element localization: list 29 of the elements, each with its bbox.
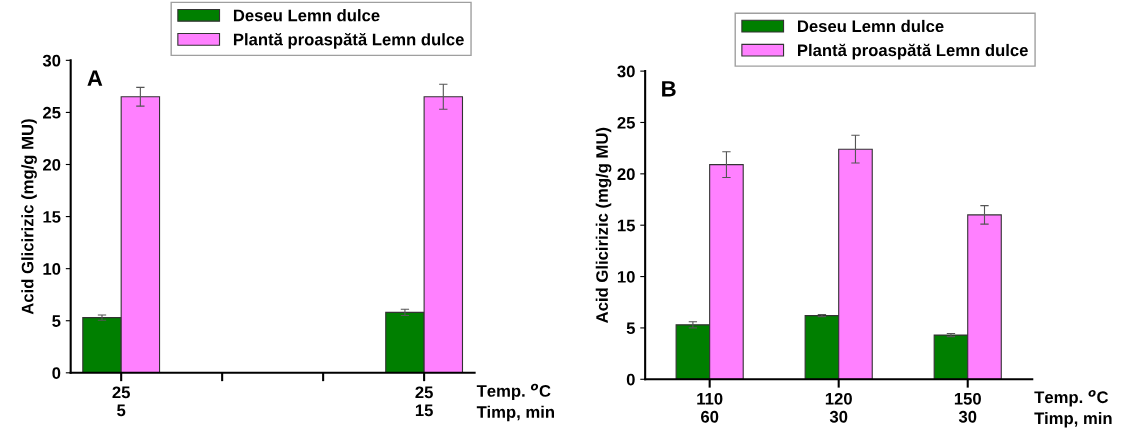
y-tick-label: 15 bbox=[43, 211, 61, 223]
chart-title: B bbox=[662, 81, 676, 97]
y-tick-label: 5 bbox=[52, 315, 61, 327]
legend-label: Deseu Lemn dulce bbox=[798, 19, 944, 33]
y-tick-label: 30 bbox=[617, 65, 635, 78]
y-tick-label: 20 bbox=[43, 158, 61, 171]
y-tick-label: 15 bbox=[617, 219, 635, 232]
legend-label: Plantă proaspătă Lemn dulce bbox=[233, 32, 464, 49]
y-tick-label: 0 bbox=[52, 367, 61, 380]
y-tick-label: 10 bbox=[617, 270, 635, 283]
x-tick-label: 25 5 bbox=[112, 386, 130, 417]
x-tick-label: 150 30 bbox=[954, 392, 981, 423]
x-tick-label: 25 15 bbox=[415, 386, 433, 417]
y-tick-label: 25 bbox=[43, 106, 61, 119]
x-axis-title: Temp. $^{o}$C Timp, min bbox=[1034, 390, 1112, 428]
y-tick-label: 5 bbox=[626, 322, 635, 335]
x-axis-title: Temp. $^{o}$C Timp, min bbox=[476, 383, 554, 422]
y-axis-title: Acid Glicirizic (mg/g MU) bbox=[21, 119, 37, 315]
legend-label: Plantă proaspătă Lemn dulce bbox=[798, 43, 1028, 60]
x-tick-label: 110 60 bbox=[697, 392, 723, 423]
y-axis-title: Acid Glicirizic (mg/g MU) bbox=[595, 127, 612, 323]
y-tick-label: 10 bbox=[43, 263, 61, 275]
chart-title: A bbox=[87, 70, 103, 86]
y-tick-label: 0 bbox=[626, 373, 635, 386]
legend-label: Deseu Lemn dulce bbox=[233, 9, 380, 22]
y-tick-label: 20 bbox=[617, 168, 635, 181]
y-tick-label: 30 bbox=[42, 54, 61, 67]
x-tick-label: 120 30 bbox=[825, 392, 852, 423]
y-tick-label: 25 bbox=[617, 116, 635, 129]
